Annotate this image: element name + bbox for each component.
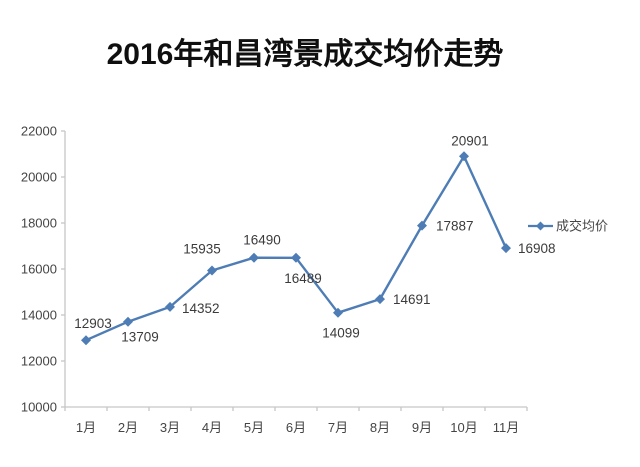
trend-line xyxy=(84,155,508,342)
legend xyxy=(528,221,553,231)
x-axis-label: 1月 xyxy=(76,420,96,435)
data-point-marker xyxy=(291,252,301,263)
data-point-marker xyxy=(375,294,385,305)
y-axis-label: 22000 xyxy=(21,124,57,139)
legend-label: 成交均价 xyxy=(556,219,608,234)
x-axis-label: 6月 xyxy=(286,420,306,435)
data-point-label: 14099 xyxy=(322,326,360,341)
price-trend-line-chart: 10000 12000 14000 16000 18000 20000 22000 1月 2月 3… xyxy=(21,124,608,436)
data-point-marker xyxy=(249,252,259,263)
x-axis-label: 8月 xyxy=(370,420,390,435)
x-axis-label: 3月 xyxy=(160,420,180,435)
y-axis-label: 14000 xyxy=(21,308,57,323)
data-point-marker xyxy=(501,243,511,254)
data-point-label: 14352 xyxy=(182,301,220,316)
data-point-marker xyxy=(165,301,175,312)
data-point-marker xyxy=(123,316,133,327)
data-point-marker xyxy=(417,220,427,231)
x-axis-label: 9月 xyxy=(412,420,432,435)
data-point-label: 15935 xyxy=(183,241,221,256)
data-point-marker xyxy=(459,151,469,162)
x-axis-label: 11月 xyxy=(493,420,520,435)
data-point-label: 16490 xyxy=(243,233,281,248)
data-point-marker xyxy=(333,307,343,318)
data-point-label: 16908 xyxy=(518,241,556,256)
data-point-marker xyxy=(207,265,217,276)
y-axis-label: 18000 xyxy=(21,216,57,231)
x-axis-label: 7月 xyxy=(328,420,348,435)
legend-marker-icon xyxy=(536,221,545,231)
x-axis-label: 10月 xyxy=(450,420,477,435)
x-axis-label: 4月 xyxy=(202,420,222,435)
x-axis-label: 5月 xyxy=(244,420,264,435)
data-point-label: 17887 xyxy=(436,219,474,234)
data-point-label: 20901 xyxy=(451,133,489,148)
data-point-label: 12903 xyxy=(74,316,112,331)
y-axis-label: 16000 xyxy=(21,262,57,277)
y-axis-label: 12000 xyxy=(21,354,57,369)
data-point-label: 14691 xyxy=(393,292,431,307)
chart-title: 2016年和昌湾景成交均价走势 xyxy=(106,38,504,71)
y-axis-label: 20000 xyxy=(21,170,57,185)
x-axis-label: 2月 xyxy=(118,420,138,435)
data-point-label: 13709 xyxy=(121,330,159,345)
data-point-marker xyxy=(81,335,91,346)
data-point-label: 16489 xyxy=(284,271,322,286)
y-axis-label: 10000 xyxy=(21,400,57,415)
